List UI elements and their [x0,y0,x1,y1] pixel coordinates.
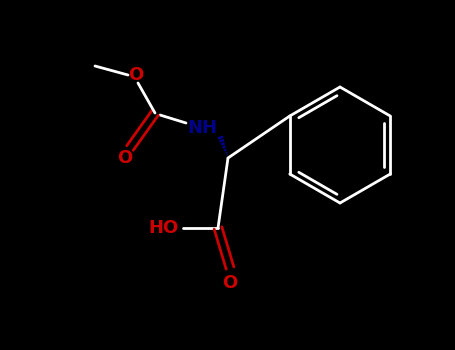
Text: O: O [222,274,238,292]
Text: O: O [128,66,144,84]
Text: O: O [117,149,132,167]
Text: NH: NH [187,119,217,137]
Text: HO: HO [148,219,178,237]
